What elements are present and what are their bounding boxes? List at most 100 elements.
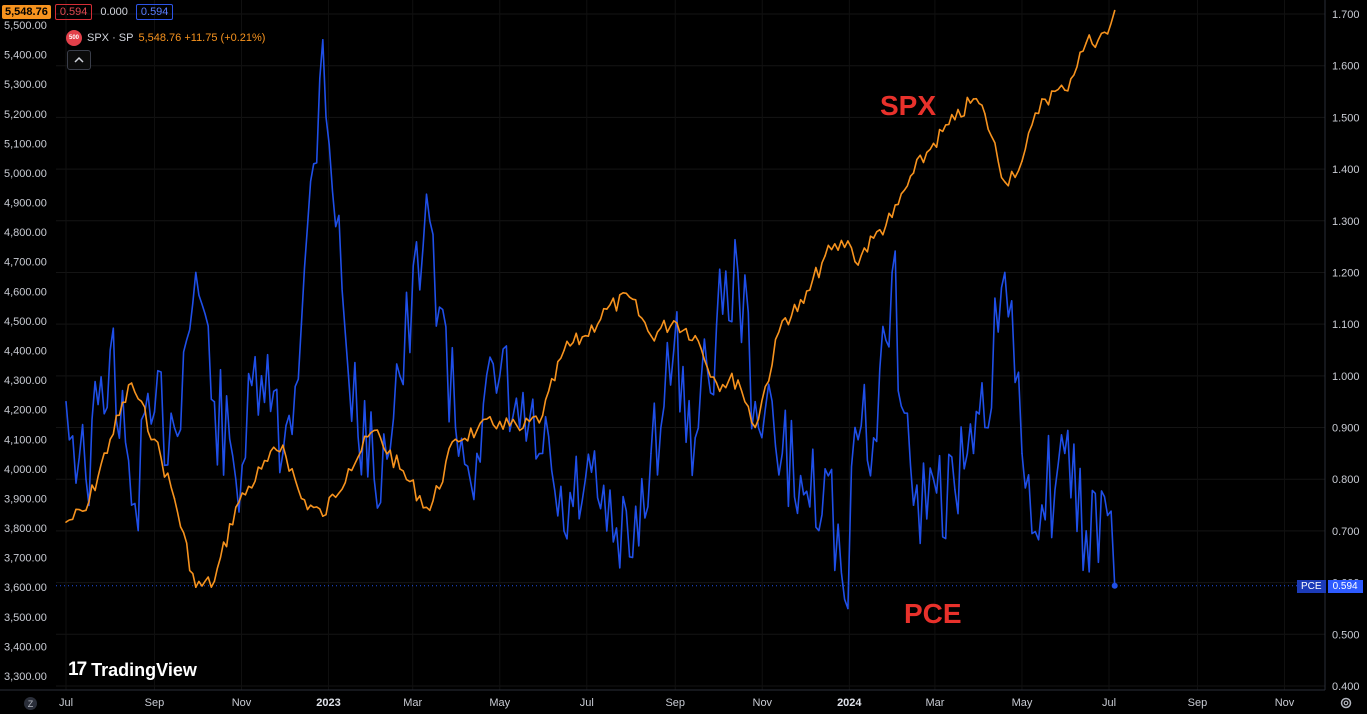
- left-axis-tick: 4,200.00: [4, 405, 47, 417]
- pce-point: [781, 452, 784, 455]
- tradingview-logo: 17 TradingView: [68, 659, 197, 681]
- spx-point: [153, 438, 156, 441]
- spx-point: [476, 429, 478, 432]
- spx-point: [972, 98, 975, 100]
- pce-point: [802, 493, 805, 496]
- left-axis-tick: 4,000.00: [4, 464, 47, 476]
- spx-price-label: 5,548.76: [2, 5, 51, 19]
- time-axis-tick: 2023: [316, 697, 340, 709]
- pce-point: [322, 39, 324, 41]
- spx-point: [541, 414, 544, 417]
- legend-symbol[interactable]: SPX · SP: [87, 32, 134, 44]
- spx-point: [802, 302, 805, 304]
- left-axis-tick: 3,300.00: [4, 671, 47, 683]
- spx-point: [1041, 98, 1043, 100]
- pce-point: [373, 478, 375, 481]
- legend[interactable]: 500 SPX · SP 5,548.76 +11.75 (+0.21%): [66, 30, 265, 46]
- left-axis-tick: 3,700.00: [4, 553, 47, 565]
- pce-point: [399, 375, 401, 377]
- grid: [56, 0, 1325, 690]
- header-values: 5,548.76 0.594 0.000 0.594: [2, 3, 174, 21]
- spx-point: [847, 240, 849, 242]
- right-axis-tick: 1.000: [1332, 371, 1360, 383]
- timezone-button[interactable]: Z: [24, 697, 37, 710]
- spx-point: [518, 429, 521, 432]
- spx-point: [322, 515, 324, 518]
- left-axis-tick: 4,800.00: [4, 227, 47, 239]
- pce-point: [605, 530, 608, 532]
- right-axis-tick: 0.800: [1332, 474, 1360, 486]
- pce-point: [518, 426, 521, 429]
- pce-point: [234, 478, 237, 481]
- collapse-legend-button[interactable]: [67, 50, 91, 70]
- right-axis-tick: 0.500: [1332, 629, 1360, 641]
- spx-point: [85, 509, 87, 512]
- pce-point: [984, 426, 986, 429]
- sp500-badge-icon: 500: [66, 30, 82, 46]
- spx-point: [213, 580, 216, 583]
- spx-series-line: [65, 10, 1116, 588]
- pce-point: [300, 323, 303, 325]
- pce-point: [872, 437, 875, 439]
- pce-point: [498, 375, 501, 377]
- time-axis[interactable]: Jul Sep Nov 2023 Mar May Jul Sep Nov 2024 Mar May Ju…: [0, 689, 1325, 709]
- left-axis-tick: 4,100.00: [4, 434, 47, 446]
- spx-point: [628, 296, 631, 299]
- right-axis-tick: 0.700: [1332, 526, 1360, 538]
- left-axis-tick: 5,300.00: [4, 79, 47, 91]
- pce-point: [854, 426, 856, 429]
- pce-point: [260, 375, 263, 377]
- spx-point: [954, 118, 956, 121]
- spx-point: [173, 497, 176, 500]
- left-axis-tick: 5,400.00: [4, 50, 47, 62]
- spx-point: [1004, 181, 1006, 183]
- pce-tag-value: 0.594: [1327, 580, 1363, 593]
- time-axis-tick: Jul: [1102, 697, 1116, 709]
- spx-point: [195, 586, 197, 589]
- pce-point: [347, 375, 350, 377]
- pce-point: [673, 349, 675, 351]
- spx-point: [1085, 41, 1087, 44]
- pce-point: [584, 478, 587, 481]
- pce-point: [1063, 452, 1066, 455]
- left-axis-tick: 4,700.00: [4, 257, 47, 269]
- pce-point: [109, 349, 112, 351]
- spx-point: [109, 438, 112, 441]
- settings-button[interactable]: [1338, 695, 1354, 711]
- pce-point: [173, 426, 176, 429]
- pce-point: [563, 530, 565, 532]
- legend-values: 5,548.76 +11.75 (+0.21%): [138, 32, 266, 44]
- left-axis-tick: 4,900.00: [4, 198, 47, 210]
- pce-point: [130, 504, 133, 506]
- spx-point: [1021, 160, 1023, 162]
- spx-point: [715, 382, 718, 384]
- spx-point: [347, 468, 350, 470]
- spx-point: [1106, 33, 1109, 35]
- left-axis-tick: 3,600.00: [4, 582, 47, 594]
- left-price-axis[interactable]: 3,300.00 3,400.00 3,500.00 3,600.00 3,700.00…: [4, 20, 47, 683]
- pce-point: [891, 271, 893, 274]
- pce-point: [1085, 530, 1087, 532]
- spx-point: [872, 237, 875, 239]
- spx-point: [891, 216, 893, 219]
- spx-point: [130, 382, 133, 384]
- spx-point: [781, 320, 784, 322]
- time-axis-tick: Sep: [1188, 697, 1208, 709]
- gear-icon: [1340, 697, 1352, 709]
- pce-point: [195, 271, 197, 274]
- right-axis-tick: 1.500: [1332, 112, 1360, 124]
- right-axis-tick: 1.400: [1332, 164, 1360, 176]
- chevron-up-icon: [74, 56, 84, 63]
- pce-point: [1021, 452, 1023, 455]
- time-axis-tick: Nov: [1275, 697, 1295, 709]
- left-axis-tick: 4,600.00: [4, 286, 47, 298]
- pce-point: [282, 452, 284, 455]
- left-axis-tick: 4,300.00: [4, 375, 47, 387]
- spx-point: [737, 379, 739, 381]
- series-layer: [56, 9, 1325, 610]
- pce-point: [65, 400, 67, 403]
- spx-annotation: SPX: [880, 90, 936, 121]
- spx-point: [498, 420, 501, 423]
- time-axis-tick: Nov: [232, 697, 252, 709]
